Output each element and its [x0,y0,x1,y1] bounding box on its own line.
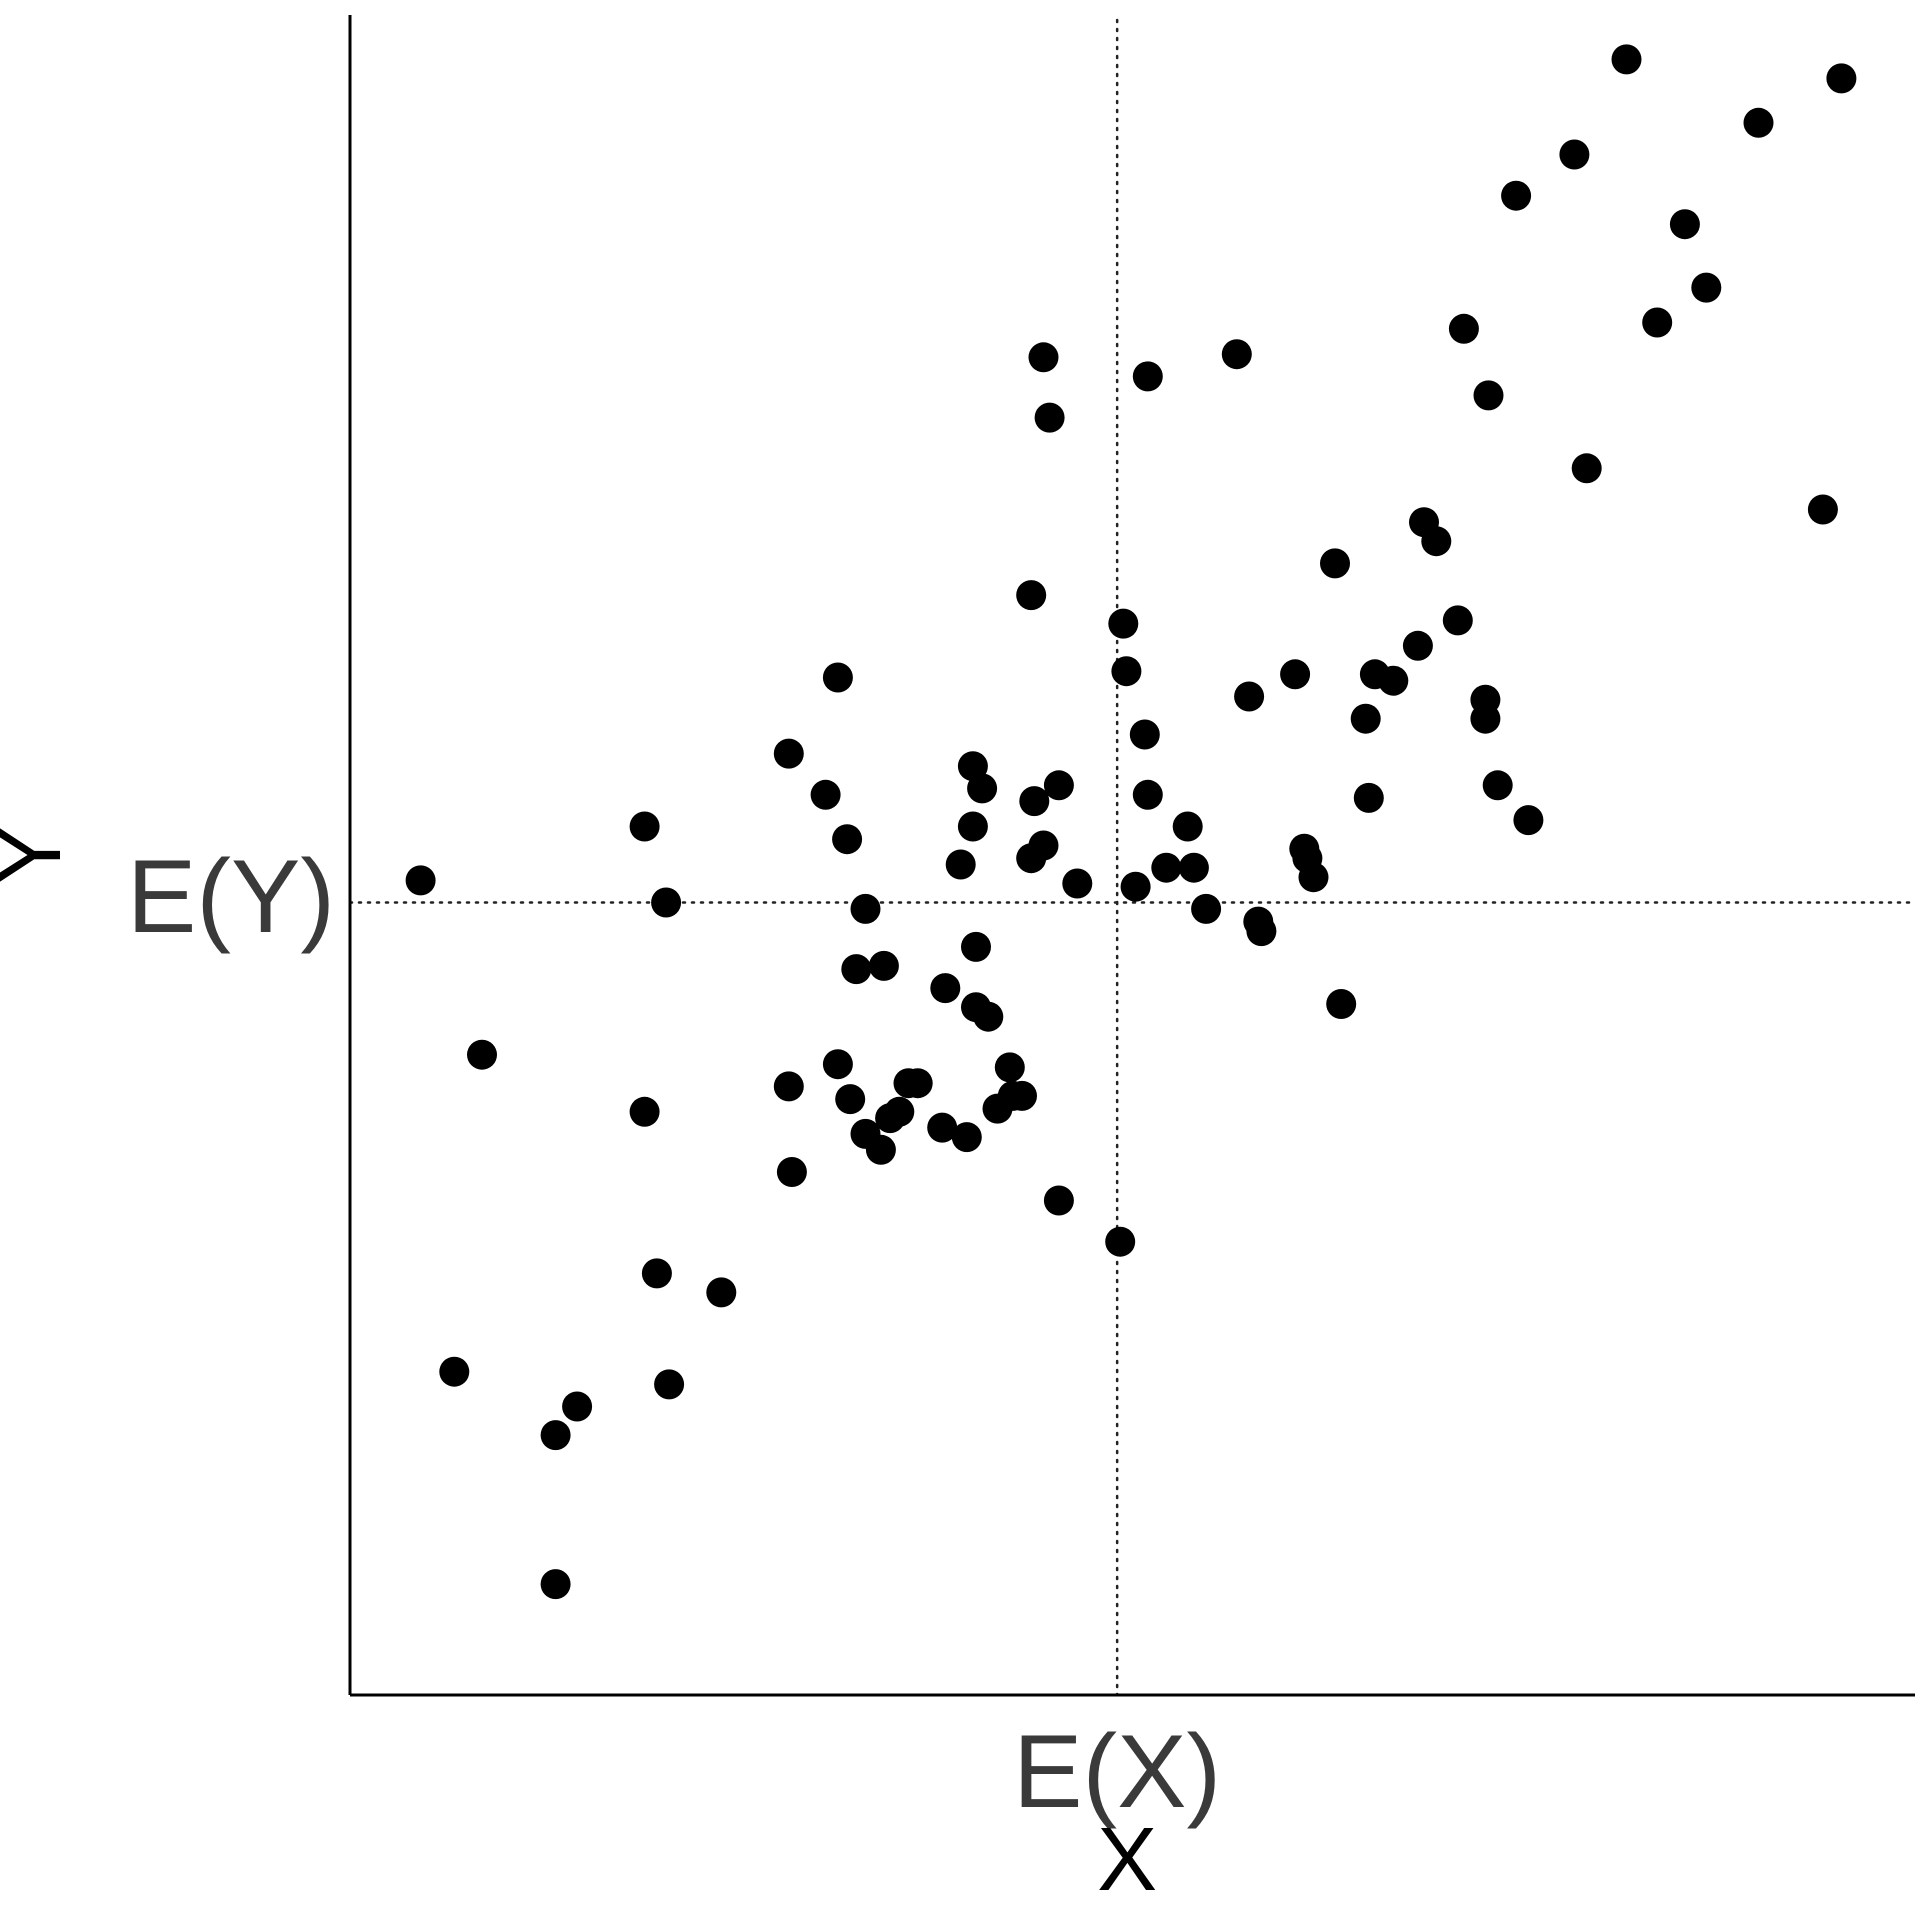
data-point [1019,786,1050,817]
data-point [1611,44,1642,75]
data-point [945,849,976,880]
data-point [467,1039,497,1070]
data-point [841,954,872,985]
axis-labels: E(X) E(Y) X Y [0,825,1221,1910]
data-point [651,887,682,918]
data-point [1132,779,1163,810]
y-axis-title: Y [0,825,80,885]
data-point [865,1134,896,1165]
data-point [1642,307,1673,338]
data-point [1172,811,1203,842]
data-point [1120,871,1151,902]
data-point [1743,107,1774,138]
data-point [1016,580,1047,611]
data-point [1807,494,1838,525]
data-point [773,1071,804,1102]
data-point [967,773,998,804]
data-point [629,1096,660,1127]
data-point [1571,453,1602,484]
data-point [641,1258,672,1289]
data-point [1016,843,1047,874]
data-point [951,1122,982,1153]
data-point [1482,770,1513,801]
data-point [1826,63,1857,94]
data-point [1191,893,1222,924]
reference-lines [348,18,1917,1697]
data-point [832,824,863,855]
data-point [957,811,988,842]
data-point [1132,361,1163,392]
data-point [927,1112,958,1143]
data-point [1280,659,1311,690]
data-point [1129,719,1160,750]
data-point [773,738,804,769]
data-point [835,1084,866,1115]
data-point [1402,630,1433,661]
y-tick-label-expected-y: E(Y) [127,839,335,955]
data-point [1326,989,1357,1019]
data-point [1062,868,1093,899]
data-point [1028,342,1059,373]
data-point [850,893,881,924]
data-point [1298,862,1329,893]
data-point [1448,313,1479,344]
data-point [930,973,961,1004]
data-point [629,811,660,842]
data-point [1043,1185,1074,1216]
data-point [1151,852,1182,883]
data-point [1559,139,1590,170]
data-point [1178,852,1209,883]
data-point [810,779,841,810]
data-point [540,1420,571,1451]
data-point [1691,272,1722,303]
data-point [961,931,991,962]
data-point [1421,526,1452,557]
data-point [1034,402,1065,433]
data-points [405,44,1857,1600]
data-point [1320,548,1350,579]
data-point [654,1369,685,1400]
data-point [1350,703,1381,734]
data-point [1246,916,1277,947]
data-point [1221,339,1252,370]
data-point [1111,656,1142,687]
data-point [1669,209,1700,240]
data-point [1501,180,1532,211]
data-point [540,1569,571,1600]
data-point [868,950,899,981]
data-point [1007,1080,1037,1111]
data-point [1353,782,1384,813]
data-point [1378,665,1409,696]
data-point [706,1277,737,1308]
data-point [822,662,853,693]
data-point [1470,703,1501,734]
data-point [439,1356,470,1387]
data-point [1513,805,1544,836]
axes [348,15,1915,1697]
x-axis-title: X [1097,1810,1157,1910]
data-point [1108,608,1139,639]
data-point [973,1001,1004,1032]
data-point [1105,1226,1136,1257]
data-point [902,1068,933,1099]
data-point [1234,681,1265,712]
data-point [1043,770,1074,801]
data-point [1473,380,1504,411]
x-tick-label-expected-x: E(X) [1013,1714,1221,1830]
data-point [1442,605,1473,636]
data-point [776,1157,807,1187]
data-point [405,865,436,896]
data-point [822,1049,853,1080]
data-point [562,1391,593,1422]
data-point [994,1052,1025,1083]
data-point [884,1096,915,1127]
